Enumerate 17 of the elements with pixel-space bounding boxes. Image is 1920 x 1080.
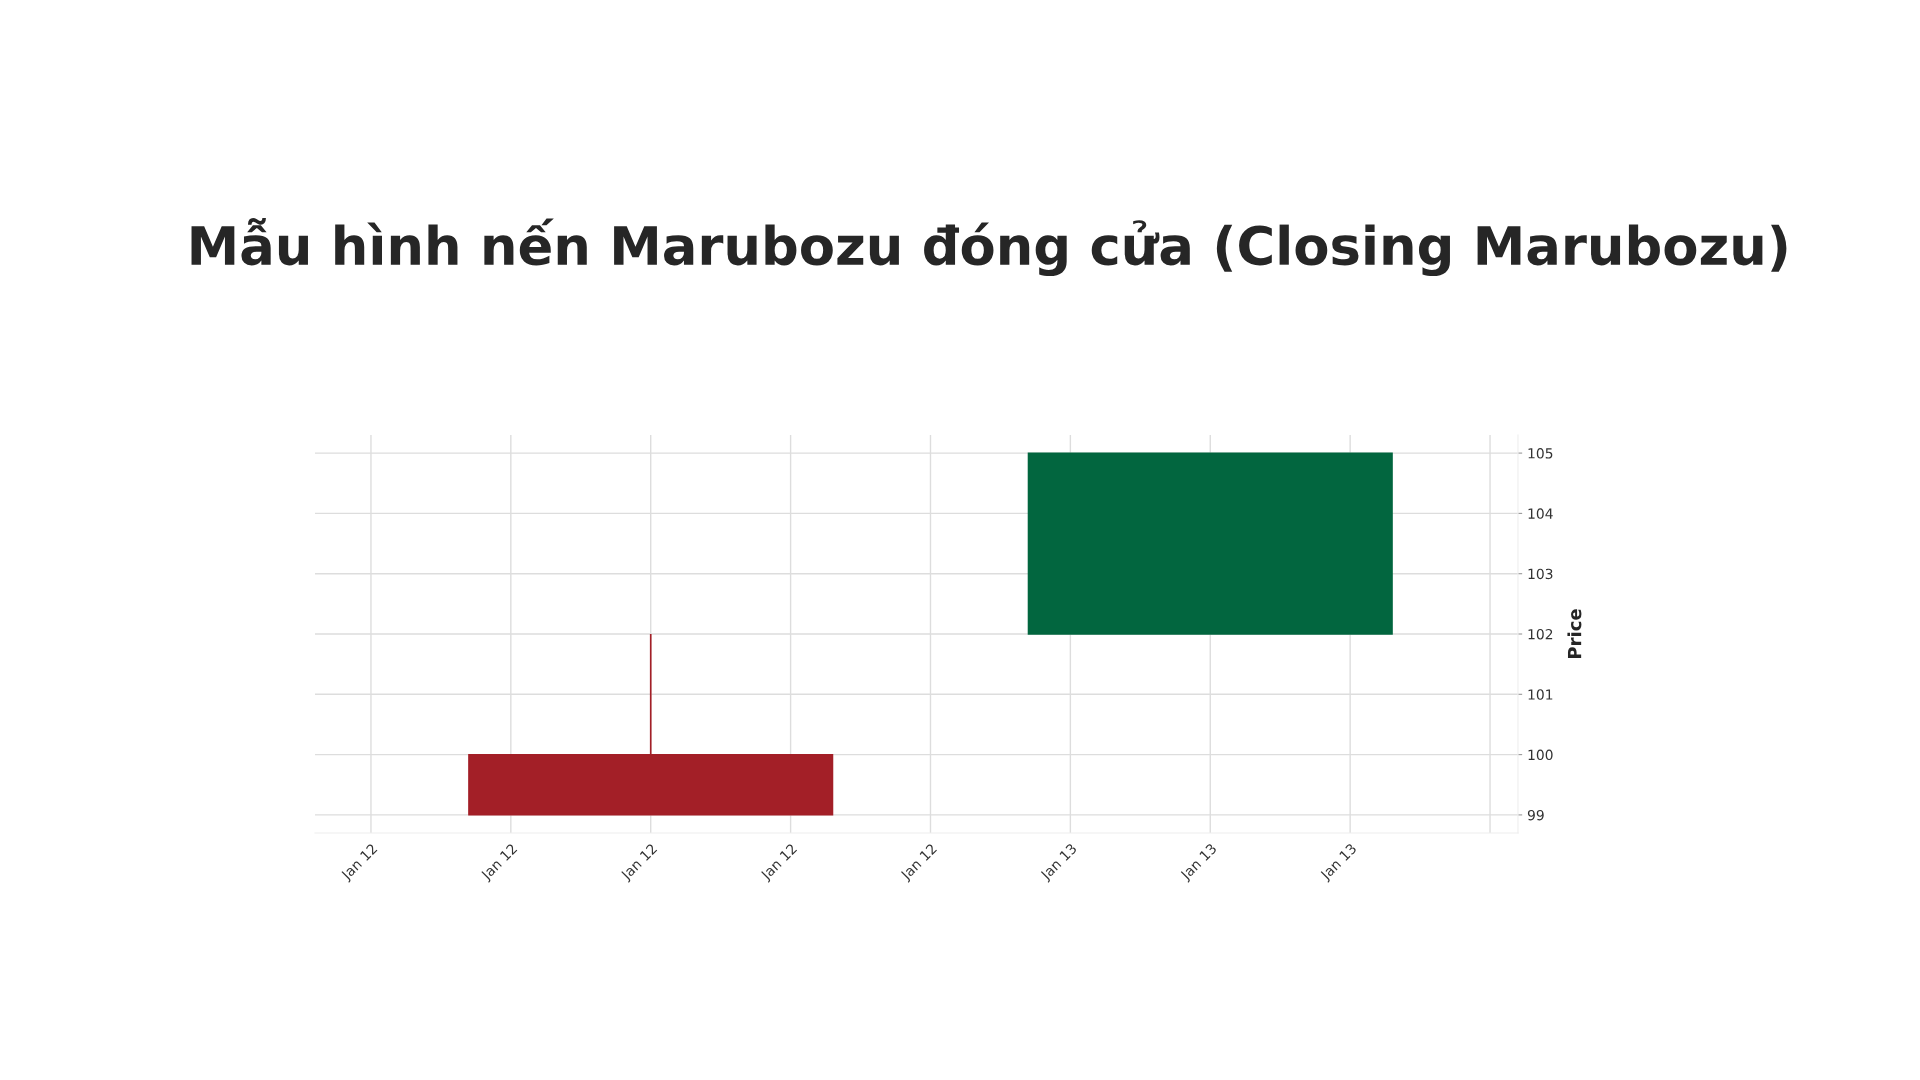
y-tick-label: 102 [1528, 628, 1553, 640]
y-tick-label: 104 [1528, 508, 1553, 519]
x-tick-label: Jan 12 [759, 843, 800, 883]
y-tick-label: 101 [1528, 689, 1553, 700]
chart-title: Mẫu hình nến Marubozu đóng cửa (Closing Marubozu) [191, 217, 1787, 277]
x-tick-label: Jan 12 [619, 843, 660, 883]
x-tick-label: Jan 13 [1039, 842, 1080, 883]
x-tick-label: Jan 12 [479, 843, 520, 883]
y-tick-label: 103 [1528, 568, 1553, 580]
x-tick-label: Jan 13 [1319, 842, 1359, 883]
y-axis-title: Price [1567, 609, 1582, 658]
y-tick-label: 99 [1527, 809, 1544, 821]
x-tick-label: Jan 12 [899, 843, 939, 883]
y-tick-label: 105 [1528, 448, 1553, 459]
y-tick-label: 100 [1528, 749, 1553, 761]
x-tick-label: Jan 13 [1179, 842, 1219, 883]
x-tick-label: Jan 12 [339, 843, 380, 883]
